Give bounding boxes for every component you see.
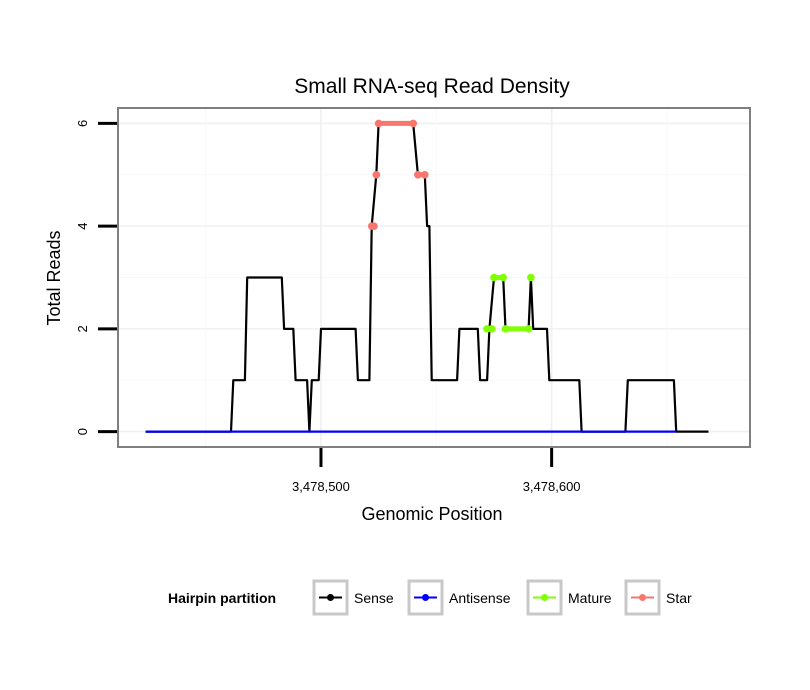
series-point-star — [409, 119, 418, 128]
series-line-sense — [145, 122, 709, 433]
series-point-mature — [527, 273, 535, 282]
legend-key-point-sense — [327, 594, 334, 601]
series-point-mature — [501, 325, 510, 333]
plot-border — [117, 107, 751, 448]
legend-entry-mature: Mature — [526, 579, 612, 616]
y-tick-label: 0 — [75, 428, 90, 435]
series-point-mature — [524, 325, 533, 333]
y-axis: 0 2 4 6 — [75, 120, 117, 435]
series-point-star — [374, 119, 383, 128]
legend-title: Hairpin partition — [168, 590, 276, 606]
legend-key-point-mature — [541, 594, 548, 601]
chart-title: Small RNA-seq Read Density — [294, 75, 570, 98]
series-point-star — [370, 222, 378, 230]
series-point-star — [372, 170, 381, 179]
legend-entry-sense: Sense — [312, 579, 394, 616]
legend-entry-star: Star — [624, 579, 692, 616]
x-axis: 3,478,500 3,478,600 — [292, 448, 581, 494]
y-tick-label: 2 — [75, 325, 90, 332]
legend-label-mature: Mature — [568, 590, 612, 606]
series-point-mature — [490, 273, 498, 282]
y-tick-label: 4 — [75, 223, 90, 230]
y-axis-label: Total Reads — [44, 230, 64, 325]
x-tick-label: 3,478,600 — [523, 479, 581, 494]
legend-label-antisense: Antisense — [449, 590, 511, 606]
legend: Hairpin partition Sense Antisense Mature St… — [168, 579, 692, 616]
series-group — [145, 119, 709, 433]
series-point-mature — [487, 325, 496, 333]
x-tick-label: 3,478,500 — [292, 479, 350, 494]
series-point-mature — [499, 273, 507, 282]
series-point-star — [420, 170, 429, 179]
legend-label-sense: Sense — [354, 590, 394, 606]
y-tick-label: 6 — [75, 120, 90, 127]
x-axis-label: Genomic Position — [361, 504, 502, 524]
legend-entry-antisense: Antisense — [407, 579, 511, 616]
legend-key-point-antisense — [422, 594, 429, 601]
legend-label-star: Star — [666, 590, 692, 606]
series-point-star — [414, 170, 422, 179]
legend-key-point-star — [639, 594, 646, 601]
